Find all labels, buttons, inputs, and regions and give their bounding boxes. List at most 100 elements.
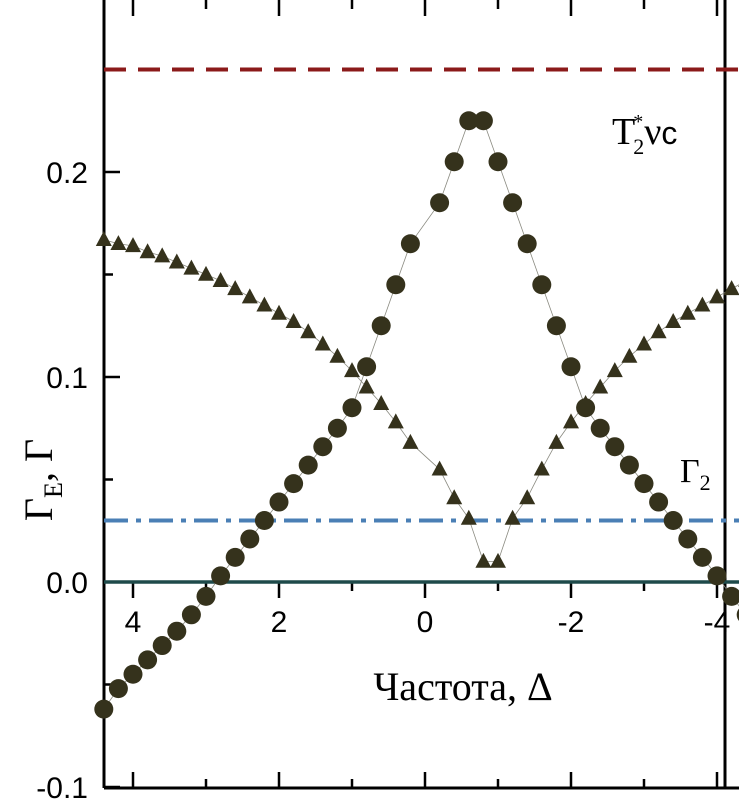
y-axis-title-main: Γ xyxy=(16,498,61,521)
triangle-point xyxy=(110,235,127,251)
circle-point xyxy=(692,547,712,567)
y-tick-label: 0.0 xyxy=(46,567,88,600)
t2-c: c xyxy=(661,115,677,151)
triangle-point xyxy=(490,552,506,568)
triangle-point xyxy=(679,304,696,320)
circle-point xyxy=(225,547,245,567)
triangle-point xyxy=(198,265,214,281)
circle-point xyxy=(663,511,683,530)
circle-point xyxy=(211,566,231,586)
circle-point xyxy=(707,566,727,586)
circle-point xyxy=(444,152,464,172)
triangle-point xyxy=(139,243,156,259)
t2-sub: 2 xyxy=(633,134,644,159)
circle-point xyxy=(357,357,377,377)
circle-point xyxy=(722,586,739,606)
circle-point xyxy=(546,316,566,336)
triangle-point xyxy=(212,271,229,287)
series-triangle-connector xyxy=(103,239,739,562)
triangle-point xyxy=(650,323,667,339)
triangle-point xyxy=(271,304,287,320)
triangle-point xyxy=(709,288,725,304)
circle-point xyxy=(532,275,552,295)
gamma2-main: Γ xyxy=(680,453,700,490)
triangle-point xyxy=(300,323,317,339)
circle-point xyxy=(459,111,479,131)
triangle-point xyxy=(519,489,536,505)
circle-point xyxy=(94,699,114,719)
triangle-point xyxy=(402,433,419,449)
x-tick-label: -4 xyxy=(704,606,731,639)
t2-sup: * xyxy=(633,111,643,133)
circle-point xyxy=(473,111,493,131)
t2-nu-c-label: T* 2νc xyxy=(612,111,677,159)
triangle-point xyxy=(168,253,185,269)
triangle-point xyxy=(329,347,346,363)
circle-point xyxy=(678,529,698,549)
circle-point xyxy=(488,152,508,172)
tick-labels: -0.1 0.0 0.1 0.2 4 2 0 -2 -4 xyxy=(36,157,730,805)
circle-point xyxy=(517,234,537,254)
triangle-point xyxy=(563,413,579,429)
triangle-point xyxy=(95,230,112,246)
gamma2-label: Γ2 xyxy=(680,453,711,495)
triangle-point xyxy=(183,259,200,275)
triangle-point xyxy=(460,509,477,525)
triangle-point xyxy=(256,296,273,312)
circle-point xyxy=(327,418,347,438)
t2-nu: ν xyxy=(644,111,661,153)
x-axis-title: Частота, Δ xyxy=(373,664,552,709)
triangle-point xyxy=(241,288,258,304)
triangle-point xyxy=(373,394,390,410)
circle-point xyxy=(605,437,625,457)
y-axis-title-sub: E xyxy=(39,482,68,498)
triangle-point xyxy=(154,247,171,263)
y-tick-label: -0.1 xyxy=(36,772,88,805)
circle-point xyxy=(736,608,739,621)
circle-point xyxy=(240,529,260,549)
circle-point xyxy=(619,455,639,475)
circle-point xyxy=(254,511,274,530)
triangle-point xyxy=(358,378,375,394)
circle-point xyxy=(342,398,362,418)
triangle-point xyxy=(314,335,331,351)
triangle-point xyxy=(125,237,141,253)
t2-main: T xyxy=(612,111,635,153)
triangle-point xyxy=(636,335,652,351)
x-tick-label: 2 xyxy=(271,606,288,639)
triangle-point xyxy=(285,312,302,328)
triangle-point xyxy=(387,413,404,429)
circle-point xyxy=(503,193,523,213)
triangle-point xyxy=(577,394,594,410)
gamma2-sub: 2 xyxy=(700,470,711,495)
circle-point xyxy=(123,664,143,684)
circle-point xyxy=(196,586,216,606)
triangle-point xyxy=(446,489,463,505)
y-tick-label: 0.2 xyxy=(46,157,88,190)
x-tick-label: 0 xyxy=(417,606,434,639)
circle-point xyxy=(430,193,450,213)
data-marks xyxy=(94,111,739,719)
y-axis-title-rest: , Γ xyxy=(16,439,61,482)
circle-point xyxy=(400,234,420,254)
circle-point xyxy=(649,492,669,512)
y-axis-title: ΓE, Γ xyxy=(16,439,68,521)
triangle-point xyxy=(431,460,448,476)
triangle-point xyxy=(621,347,638,363)
triangle-point xyxy=(533,460,550,476)
x-tick-label: 4 xyxy=(125,606,142,639)
circle-point xyxy=(634,474,654,494)
triangle-point xyxy=(694,296,711,312)
triangle-point xyxy=(606,362,623,378)
reference-lines xyxy=(104,67,739,584)
x-tick-label: -2 xyxy=(558,606,585,639)
triangle-point xyxy=(504,509,521,525)
circle-point xyxy=(108,679,128,699)
triangle-point xyxy=(475,552,492,568)
circle-point xyxy=(313,437,333,457)
circle-point xyxy=(138,650,158,670)
triangle-point xyxy=(723,280,739,296)
circle-point xyxy=(284,474,304,494)
triangle-point xyxy=(665,312,682,328)
circle-point xyxy=(386,275,406,295)
